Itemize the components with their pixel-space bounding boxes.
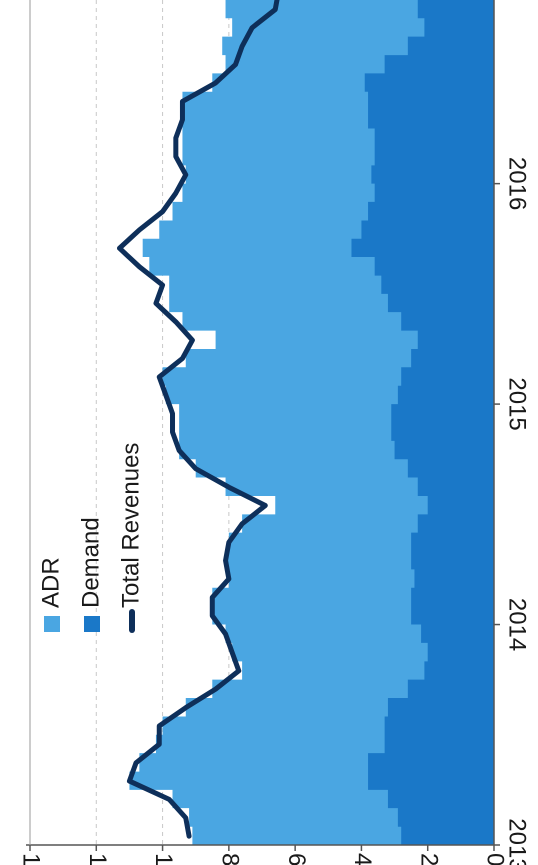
legend-swatch-1: [84, 616, 100, 632]
y-tick-label: 14: [18, 853, 45, 865]
x-tick-label: 2013: [504, 818, 531, 865]
y-tick-label: 8: [217, 853, 244, 865]
total-revenues-line-group: [116, 0, 280, 839]
y-tick-label: 12: [84, 853, 111, 865]
x-tick-labels: 2013 2014 2015 2016: [504, 157, 531, 865]
legend-label: ADR: [37, 557, 64, 608]
y-tick-label: 10: [150, 853, 177, 865]
legend: ADR Demand Total Revenues: [37, 443, 144, 633]
x-tick-label: 2016: [504, 157, 531, 210]
axes: [26, 0, 500, 851]
y-tick-label: 0: [482, 853, 509, 865]
y-tick-label: 2: [415, 853, 442, 865]
demand-area: [351, 0, 494, 845]
x-tick-label: 2015: [504, 377, 531, 430]
legend-label: Total Revenues: [117, 443, 144, 608]
y-tick-label: 6: [283, 853, 310, 865]
x-tick-label: 2014: [504, 598, 531, 651]
legend-swatch-0: [44, 616, 60, 632]
y-tick-labels: 0 2 4 6 8 10 12 14: [18, 853, 509, 865]
legend-label: Demand: [77, 517, 104, 608]
total-revenues-line: [116, 0, 280, 839]
stacked-areas: [129, 0, 494, 845]
y-tick-label: 4: [349, 853, 376, 865]
